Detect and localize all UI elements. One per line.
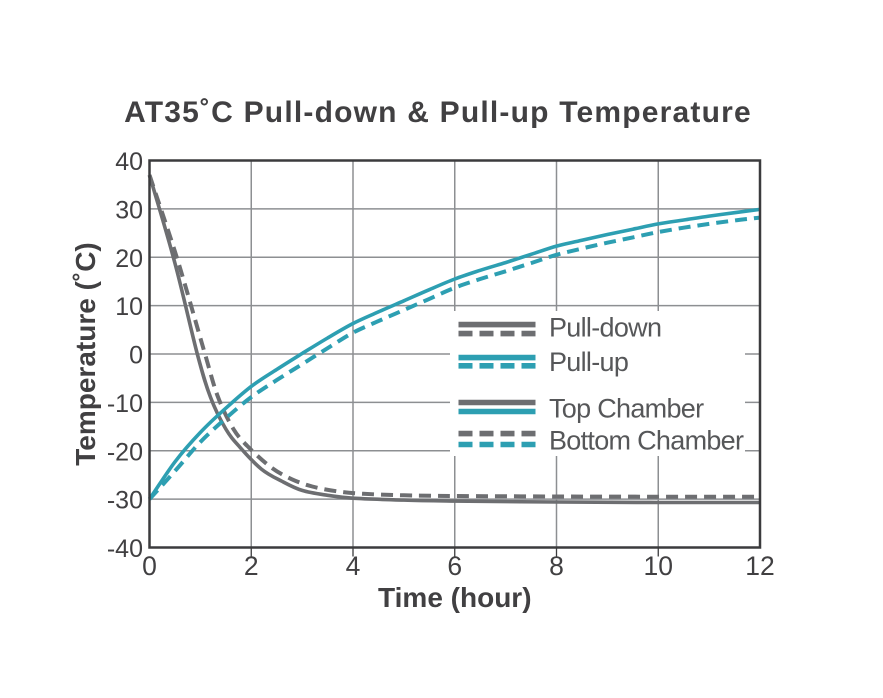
svg-text:30: 30 [115,197,143,225]
svg-text:AT35˚C Pull-down & Pull-up Tem: AT35˚C Pull-down & Pull-up Temperature [124,96,752,129]
svg-text:Pull-up: Pull-up [549,347,628,377]
svg-text:40: 40 [115,148,143,176]
svg-text:10: 10 [644,551,673,581]
svg-text:-10: -10 [107,390,143,418]
svg-text:8: 8 [549,551,564,581]
svg-text:Pull-down: Pull-down [549,313,661,343]
svg-text:4: 4 [346,551,361,581]
svg-text:-30: -30 [107,487,143,515]
svg-text:10: 10 [115,293,143,321]
svg-text:20: 20 [115,245,143,273]
svg-text:Top Chamber: Top Chamber [549,394,704,424]
svg-text:12: 12 [745,551,774,581]
svg-text:2: 2 [244,551,259,581]
svg-text:Bottom Chamber: Bottom Chamber [549,425,744,455]
svg-text:0: 0 [129,342,143,370]
svg-text:-40: -40 [107,535,143,563]
svg-text:6: 6 [447,551,462,581]
svg-text:Temperature (˚C): Temperature (˚C) [70,242,101,466]
svg-text:-20: -20 [107,438,143,466]
svg-text:0: 0 [142,551,157,581]
svg-text:Time (hour): Time (hour) [378,582,531,613]
